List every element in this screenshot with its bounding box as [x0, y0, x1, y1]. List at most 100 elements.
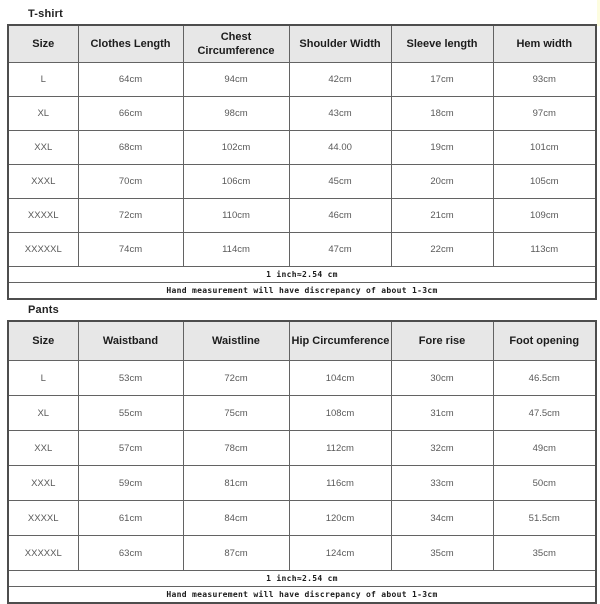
- measurement-cell: 66cm: [77, 96, 184, 131]
- measurement-cell: 19cm: [390, 130, 494, 165]
- column-header-hem-width: Hem width: [492, 24, 597, 63]
- measurement-cell: 87cm: [182, 535, 290, 571]
- size-label-cell: XXXL: [7, 465, 79, 501]
- header-row: Size Clothes Length Chest Circumference Sho…: [7, 24, 597, 63]
- column-header-waistline: Waistline: [182, 320, 290, 361]
- column-header-fore-rise: Fore rise: [390, 320, 494, 361]
- measurement-cell: 46cm: [288, 198, 392, 233]
- header-row: Size Waistband Waistline Hip Circumference F…: [7, 320, 597, 361]
- measurement-cell: 68cm: [77, 130, 184, 165]
- measurement-cell: 22cm: [390, 232, 494, 267]
- measurement-cell: 94cm: [182, 62, 290, 97]
- measurement-cell: 81cm: [182, 465, 290, 501]
- measurement-cell: 102cm: [182, 130, 290, 165]
- measurement-cell: 53cm: [77, 360, 184, 396]
- measurement-cell: 20cm: [390, 164, 494, 199]
- measurement-cell: 64cm: [77, 62, 184, 97]
- size-label-cell: XL: [7, 395, 79, 431]
- size-row-xxxxxl: XXXXXL 63cm 87cm 124cm 35cm 35cm: [7, 535, 597, 571]
- measurement-cell: 84cm: [182, 500, 290, 536]
- measurement-cell: 78cm: [182, 430, 290, 466]
- measurement-cell: 35cm: [492, 535, 597, 571]
- size-label-cell: XXXXXL: [7, 535, 79, 571]
- measurement-cell: 44.00: [288, 130, 392, 165]
- column-header-sleeve-length: Sleeve length: [390, 24, 494, 63]
- size-row-xxl: XXL 68cm 102cm 44.00 19cm 101cm: [7, 130, 597, 165]
- pants-size-table: Size Waistband Waistline Hip Circumference F…: [7, 320, 597, 604]
- measurement-cell: 114cm: [182, 232, 290, 267]
- size-row-xxxxxl: XXXXXL 74cm 114cm 47cm 22cm 113cm: [7, 232, 597, 267]
- pants-section-title: Pants: [28, 304, 59, 316]
- size-row-l: L 64cm 94cm 42cm 17cm 93cm: [7, 62, 597, 97]
- measurement-cell: 43cm: [288, 96, 392, 131]
- measurement-cell: 98cm: [182, 96, 290, 131]
- size-row-xxxl: XXXL 70cm 106cm 45cm 20cm 105cm: [7, 164, 597, 199]
- measurement-cell: 113cm: [492, 232, 597, 267]
- measurement-cell: 72cm: [182, 360, 290, 396]
- measurement-cell: 49cm: [492, 430, 597, 466]
- measurement-cell: 32cm: [390, 430, 494, 466]
- column-header-hip-circumference: Hip Circumference: [288, 320, 392, 361]
- size-label-cell: XXXXL: [7, 500, 79, 536]
- measurement-cell: 124cm: [288, 535, 392, 571]
- measurement-cell: 33cm: [390, 465, 494, 501]
- measurement-cell: 93cm: [492, 62, 597, 97]
- size-label-cell: L: [7, 62, 79, 97]
- column-header-foot-opening: Foot opening: [492, 320, 597, 361]
- measurement-cell: 31cm: [390, 395, 494, 431]
- size-label-cell: L: [7, 360, 79, 396]
- measurement-cell: 104cm: [288, 360, 392, 396]
- size-label-cell: XXXXXL: [7, 232, 79, 267]
- measurement-cell: 42cm: [288, 62, 392, 97]
- measurement-cell: 45cm: [288, 164, 392, 199]
- measurement-cell: 116cm: [288, 465, 392, 501]
- measurement-cell: 18cm: [390, 96, 494, 131]
- measurement-cell: 30cm: [390, 360, 494, 396]
- measurement-cell: 110cm: [182, 198, 290, 233]
- measurement-cell: 112cm: [288, 430, 392, 466]
- size-label-cell: XXXXL: [7, 198, 79, 233]
- footnote-row: Hand measurement will have discrepancy o…: [7, 586, 597, 604]
- size-label-cell: XXL: [7, 130, 79, 165]
- measurement-cell: 108cm: [288, 395, 392, 431]
- measurement-cell: 101cm: [492, 130, 597, 165]
- column-header-size: Size: [7, 24, 79, 63]
- size-label-cell: XL: [7, 96, 79, 131]
- footnote-row: 1 inch≈2.54 cm: [7, 570, 597, 587]
- column-header-clothes-length: Clothes Length: [77, 24, 184, 63]
- measurement-cell: 97cm: [492, 96, 597, 131]
- measurement-cell: 21cm: [390, 198, 494, 233]
- footnote-text: Hand measurement will have discrepancy o…: [7, 586, 597, 604]
- column-header-size: Size: [7, 320, 79, 361]
- measurement-cell: 120cm: [288, 500, 392, 536]
- size-label-cell: XXL: [7, 430, 79, 466]
- measurement-cell: 47cm: [288, 232, 392, 267]
- measurement-cell: 17cm: [390, 62, 494, 97]
- size-row-xl: XL 66cm 98cm 43cm 18cm 97cm: [7, 96, 597, 131]
- footnote-row: 1 inch≈2.54 cm: [7, 266, 597, 283]
- top-right-edge-artifact: [597, 0, 600, 26]
- column-header-shoulder-width: Shoulder Width: [288, 24, 392, 63]
- measurement-cell: 35cm: [390, 535, 494, 571]
- size-row-xxxxl: XXXXL 61cm 84cm 120cm 34cm 51.5cm: [7, 500, 597, 536]
- measurement-cell: 75cm: [182, 395, 290, 431]
- footnote-text: Hand measurement will have discrepancy o…: [7, 282, 597, 300]
- measurement-cell: 59cm: [77, 465, 184, 501]
- measurement-cell: 55cm: [77, 395, 184, 431]
- size-row-l: L 53cm 72cm 104cm 30cm 46.5cm: [7, 360, 597, 396]
- measurement-cell: 74cm: [77, 232, 184, 267]
- column-header-waistband: Waistband: [77, 320, 184, 361]
- tshirt-section-title: T-shirt: [28, 8, 64, 20]
- footnote-text: 1 inch≈2.54 cm: [7, 266, 597, 283]
- measurement-cell: 109cm: [492, 198, 597, 233]
- size-row-xxl: XXL 57cm 78cm 112cm 32cm 49cm: [7, 430, 597, 466]
- size-label-cell: XXXL: [7, 164, 79, 199]
- measurement-cell: 50cm: [492, 465, 597, 501]
- measurement-cell: 72cm: [77, 198, 184, 233]
- measurement-cell: 46.5cm: [492, 360, 597, 396]
- size-row-xxxl: XXXL 59cm 81cm 116cm 33cm 50cm: [7, 465, 597, 501]
- measurement-cell: 34cm: [390, 500, 494, 536]
- measurement-cell: 61cm: [77, 500, 184, 536]
- footnote-row: Hand measurement will have discrepancy o…: [7, 282, 597, 300]
- column-header-chest-circumference: Chest Circumference: [182, 24, 290, 63]
